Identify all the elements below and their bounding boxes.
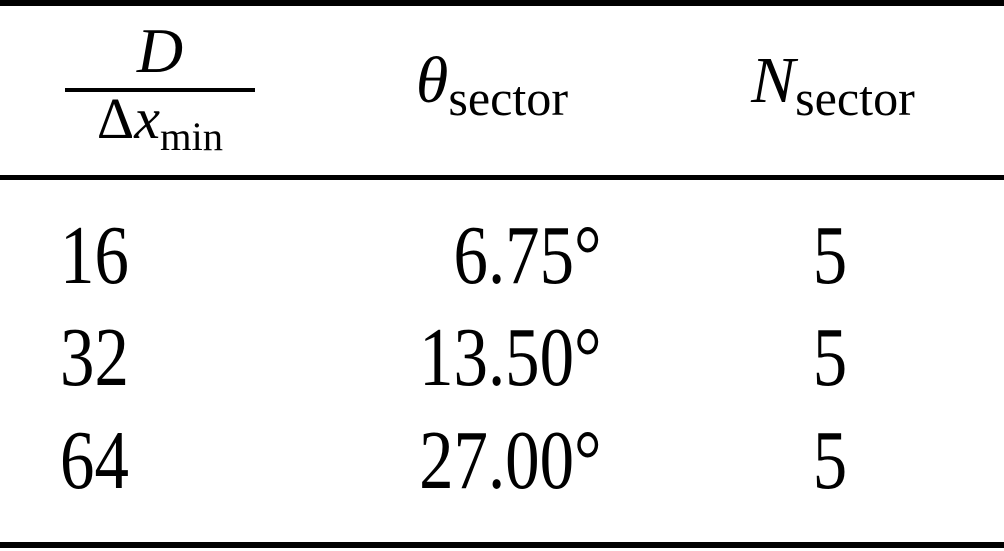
n-sector-value: 5 [812,311,848,404]
fraction-numerator: D [136,15,184,86]
table-row: 16 6.75° 5 [0,209,1004,302]
n-subscript: sector [795,70,915,127]
header-theta-sector: θsector [360,46,624,133]
resolution-cell: 32 [60,311,190,404]
table-row: 32 13.50° 5 [0,311,1004,404]
delta-symbol: Δ [96,86,135,151]
table-mid-rule [0,175,1004,180]
table-row: 64 27.00° 5 [0,414,1004,507]
theta-sector-value: 27.00° [419,414,602,507]
n-sector-cell: 5 [752,209,908,302]
theta-sector-cell: 27.00° [340,414,602,507]
theta-sector-cell: 13.50° [340,311,602,404]
n-sector-cell: 5 [752,414,908,507]
header-n-sector: Nsector [713,46,953,133]
min-subscript: min [159,114,224,160]
fraction-denominator: Δxmin [55,90,265,160]
resolution-value: 64 [60,414,129,507]
n-sector-value: 5 [812,414,848,507]
resolution-value: 16 [60,209,129,302]
resolution-cell: 64 [60,414,190,507]
n-symbol: N [751,44,796,117]
resolution-cell: 16 [60,209,190,302]
x-variable: x [134,86,160,151]
n-sector-value: 5 [812,209,848,302]
table-bottom-rule [0,542,1004,548]
theta-symbol: θ [415,44,449,117]
theta-subscript: sector [448,70,569,127]
table-top-rule [0,0,1004,6]
theta-sector-value: 13.50° [419,311,602,404]
resolution-value: 32 [60,311,129,404]
header-resolution-ratio: D Δxmin [55,15,265,160]
theta-sector-cell: 6.75° [340,209,602,302]
n-sector-cell: 5 [752,311,908,404]
theta-sector-value: 6.75° [453,209,602,302]
fraction-bar [65,88,255,92]
